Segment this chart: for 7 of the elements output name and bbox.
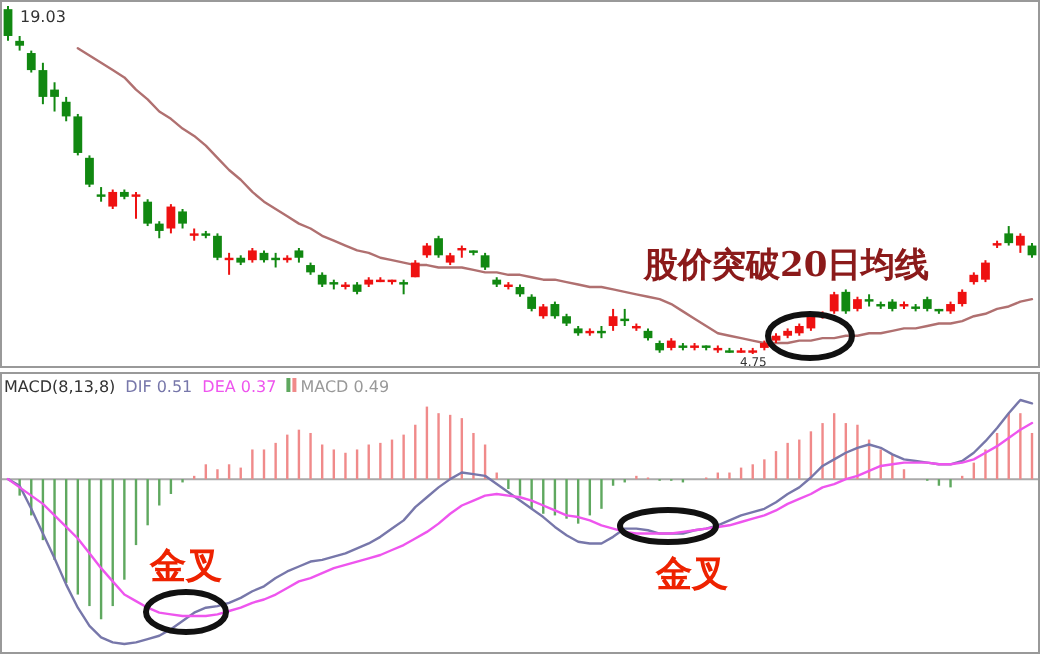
annotation: 19.03 (20, 8, 66, 26)
annotation: 金叉 (654, 554, 728, 596)
legend-label: MACD 0.49 (300, 378, 390, 396)
legend: DIF 0.51 DEA 0.37 MACD 0.49 (125, 378, 390, 396)
annotation: 金叉 (148, 546, 222, 588)
annotation: 股价突破20日均线 (642, 246, 930, 286)
chart-title: MACD(8,13,8) (4, 378, 116, 396)
